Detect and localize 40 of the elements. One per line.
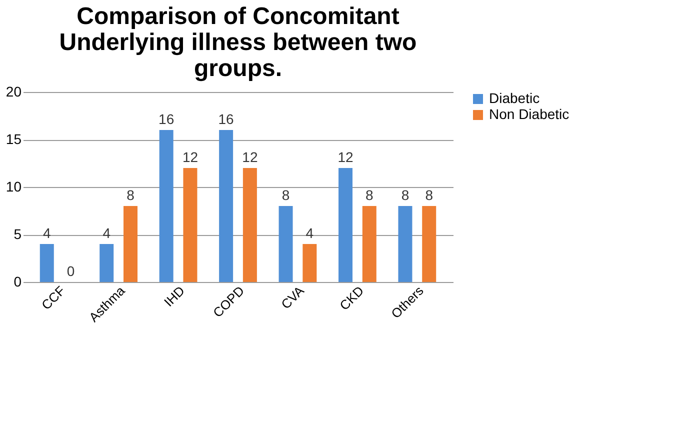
legend-label: Non Diabetic (489, 106, 570, 122)
bar (422, 206, 436, 282)
data-label: 12 (338, 149, 354, 165)
bar (40, 244, 54, 282)
data-label: 16 (158, 111, 174, 127)
y-tick-label: 20 (6, 84, 22, 100)
bar (183, 168, 198, 282)
x-tick-label: IHD (161, 283, 188, 310)
data-label: 16 (218, 111, 234, 127)
text: Underlying illness between two (59, 29, 417, 56)
y-tick-label: 15 (6, 131, 22, 147)
text: groups. (194, 55, 282, 82)
bar (362, 206, 376, 282)
x-tick-label: CKD (336, 283, 367, 314)
bar (338, 168, 352, 282)
data-label: 4 (306, 225, 314, 241)
data-label: 4 (42, 225, 51, 241)
data-label: 8 (425, 187, 434, 203)
x-tick-label: CVA (278, 282, 308, 312)
data-label: 8 (126, 187, 135, 203)
legend-label: Diabetic (489, 90, 540, 106)
data-label: 8 (282, 187, 290, 203)
y-tick-label: 10 (6, 178, 22, 194)
bar (278, 206, 293, 282)
data-label: 4 (102, 225, 111, 241)
y-tick-label: 5 (14, 226, 22, 242)
data-label: 12 (182, 149, 198, 165)
bar (302, 244, 317, 282)
text: Comparison of Concomitant (76, 3, 400, 30)
data-label: 8 (365, 187, 374, 203)
bar (159, 130, 174, 282)
bar (398, 206, 412, 282)
bar (219, 130, 234, 282)
bar (124, 206, 138, 282)
bar (100, 244, 114, 282)
data-label: 12 (242, 149, 258, 165)
y-tick-label: 0 (14, 274, 22, 290)
bar (242, 168, 257, 282)
data-label: 8 (401, 187, 410, 203)
data-label: 0 (66, 263, 75, 279)
